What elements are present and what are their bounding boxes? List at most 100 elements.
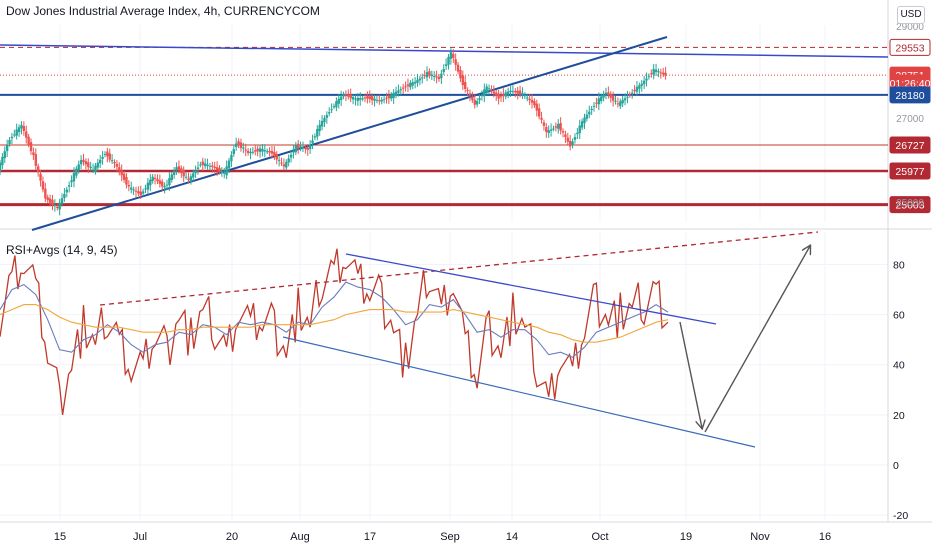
rsi-axis-tick-label: 60 <box>893 310 905 322</box>
price-candle-body <box>213 166 216 169</box>
price-candle-body <box>44 188 47 199</box>
price-candle-body <box>144 188 147 190</box>
price-candle-body <box>275 153 278 160</box>
price-candle-body <box>430 74 434 77</box>
price-candle-body <box>459 70 462 79</box>
price-candle-body <box>642 80 646 85</box>
price-candle-body <box>521 93 524 96</box>
price-candle-body <box>182 170 185 177</box>
price-candle-body <box>480 95 484 97</box>
rsi-dashed-trendline <box>99 231 819 306</box>
currency-button[interactable]: USD <box>897 6 925 24</box>
price-label-box <box>889 136 931 154</box>
rsi-axis-tick-label: 20 <box>893 410 905 422</box>
price-candle-body <box>258 148 262 152</box>
price-candle-body <box>156 179 159 182</box>
price-candle-body <box>635 86 639 92</box>
price-candle-body <box>82 159 85 162</box>
price-candle-body <box>490 90 493 92</box>
price-candle-body <box>306 147 309 150</box>
price-candle-body <box>304 148 307 150</box>
price-candle-body <box>72 173 76 182</box>
price-candle-body <box>628 94 632 96</box>
time-axis-tick-label: 14 <box>506 531 518 543</box>
price-candle-body <box>113 162 116 164</box>
price-candle-body <box>600 96 603 101</box>
price-candle-body <box>399 89 402 91</box>
price-candle-body <box>325 115 329 118</box>
rsi-indicator-title[interactable]: RSI+Avgs (14, 9, 45) <box>6 243 118 257</box>
price-candle-body <box>17 127 21 133</box>
price-candle-body <box>316 129 319 137</box>
price-candle-body <box>552 128 555 130</box>
price-candle-body <box>533 101 536 106</box>
rsi-axis-tick-label: 40 <box>893 360 905 372</box>
price-candle-body <box>215 167 219 170</box>
projection-arrow-down <box>679 321 702 428</box>
price-candle-body <box>20 124 23 129</box>
price-candle-body <box>75 168 78 176</box>
price-candle-body <box>84 160 88 165</box>
price-candle-body <box>56 206 59 208</box>
price-label-text: 26727 <box>895 140 924 152</box>
price-candle-body <box>363 97 367 99</box>
price-candle-body <box>1 156 4 166</box>
price-candle-body <box>499 96 503 98</box>
price-candle-body <box>638 85 641 89</box>
price-candle-body <box>261 148 264 152</box>
price-candle-body <box>180 168 183 174</box>
price-candle-body <box>518 90 522 95</box>
price-candle-body <box>339 96 343 101</box>
price-candle-body <box>573 137 577 140</box>
price-candle-body <box>153 177 157 179</box>
price-candle-body <box>234 143 238 148</box>
price-candle-body <box>58 202 61 210</box>
price-candle-body <box>125 176 128 185</box>
rsi-axis-tick-label: 80 <box>893 260 905 272</box>
price-candle-body <box>127 185 131 187</box>
price-candle-body <box>311 140 314 144</box>
price-candle-body <box>526 97 529 99</box>
price-candle-body <box>514 90 517 93</box>
price-axis-tick-label: 27000 <box>896 114 924 125</box>
price-candle-body <box>199 164 202 166</box>
price-candle-body <box>22 126 26 131</box>
price-candle-body <box>568 140 572 147</box>
price-candle-body <box>373 98 376 101</box>
price-candle-body <box>623 98 627 101</box>
price-axis-tick-label: 25000 <box>896 198 924 209</box>
price-candle-body <box>631 92 634 94</box>
price-candle-body <box>602 94 605 98</box>
time-axis-tick-label: 19 <box>680 531 692 543</box>
price-candle-body <box>106 151 109 157</box>
price-candle-body <box>220 170 224 174</box>
price-candle-body <box>41 181 45 190</box>
price-candle-body <box>8 139 11 144</box>
price-candle-body <box>378 100 381 102</box>
price-candle-body <box>232 149 235 155</box>
price-candle-body <box>540 117 543 120</box>
price-candle-body <box>590 108 593 111</box>
price-candle-body <box>168 178 171 186</box>
price-candle-body <box>549 129 553 131</box>
rsi-series-line <box>0 304 669 343</box>
price-candle-body <box>545 127 548 132</box>
price-candle-body <box>320 120 324 127</box>
price-candle-body <box>440 73 443 79</box>
price-candle-body <box>444 64 448 67</box>
price-candle-body <box>401 87 405 89</box>
price-candle-body <box>277 159 281 161</box>
price-candle-body <box>428 71 431 76</box>
time-axis-labels: 15 Jul 20 Aug 17 Sep 14 Oct 19 Nov 16 <box>54 531 831 543</box>
price-candle-body <box>115 163 119 167</box>
price-candle-body <box>662 72 665 75</box>
price-candle-body <box>13 134 16 136</box>
price-candle-body <box>530 99 534 103</box>
price-candle-body <box>237 141 240 146</box>
price-candle-body <box>170 174 173 181</box>
price-candle-body <box>94 165 97 172</box>
rsi-upper-channel-line <box>345 253 717 325</box>
price-candle-body <box>165 184 169 186</box>
